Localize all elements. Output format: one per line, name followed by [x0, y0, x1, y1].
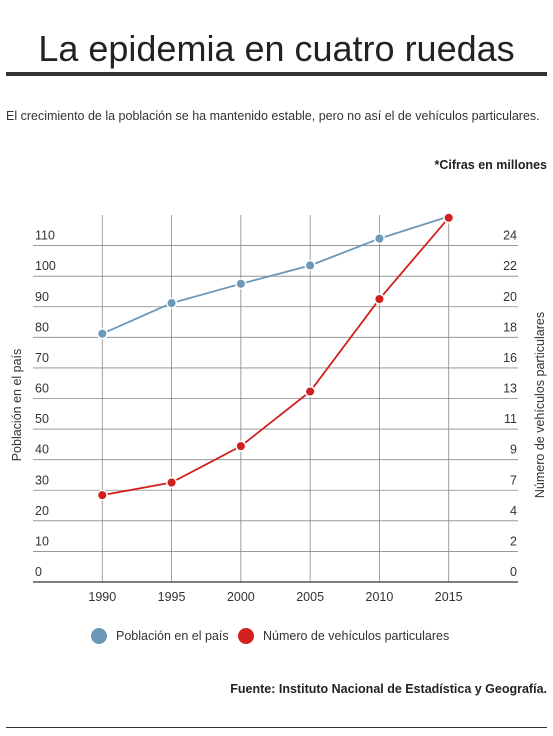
y-tick-label-left: 10 [35, 534, 49, 548]
y-tick-label-left: 100 [35, 259, 56, 273]
bottom-divider [6, 727, 547, 728]
y-tick-label-right: 7 [510, 473, 517, 487]
y-tick-label-right: 4 [510, 504, 517, 518]
y-tick-label-right: 2 [510, 534, 517, 548]
data-point-population [235, 278, 247, 290]
y-tick-label-right: 0 [510, 565, 517, 579]
source-note: Fuente: Instituto Nacional de Estadístic… [230, 682, 547, 696]
x-tick-label: 2005 [296, 590, 324, 604]
data-point-population [96, 328, 108, 340]
y-tick-label-right: 24 [503, 229, 517, 243]
x-tick-label: 1995 [158, 590, 186, 604]
x-tick-label: 2015 [435, 590, 463, 604]
data-point-vehicles [443, 212, 455, 224]
legend-label-population: Población en el país [116, 629, 229, 643]
legend-item-population: Población en el país [91, 628, 229, 644]
y-tick-label-left: 90 [35, 290, 49, 304]
y-tick-label-right: 22 [503, 259, 517, 273]
series-line-population [101, 215, 449, 335]
y-tick-label-right: 20 [503, 290, 517, 304]
title-divider [6, 72, 547, 76]
data-point-vehicles [96, 489, 108, 501]
y-tick-label-right: 11 [504, 412, 517, 426]
chart-subtitle: El crecimiento de la población se ha man… [6, 109, 540, 123]
chart-title: La epidemia en cuatro ruedas [38, 28, 515, 69]
y-tick-label-right: 16 [503, 351, 517, 365]
y-axis-title-left: Población en el país [10, 349, 24, 462]
x-tick-label: 2010 [366, 590, 394, 604]
y-tick-label-left: 0 [35, 565, 42, 579]
legend-item-vehicles: Número de vehículos particulares [238, 628, 449, 644]
data-point-population [373, 232, 385, 245]
data-point-vehicles [304, 385, 316, 398]
data-point-population [166, 297, 178, 309]
y-tick-label-left: 40 [35, 443, 49, 457]
y-tick-label-left: 80 [35, 320, 49, 334]
y-tick-label-right: 9 [510, 443, 517, 457]
legend-label-vehicles: Número de vehículos particulares [263, 629, 450, 643]
series-line-vehicles [102, 217, 450, 497]
data-point-population [304, 259, 316, 272]
y-tick-label-left: 70 [35, 351, 49, 365]
y-tick-label-left: 50 [35, 412, 49, 426]
data-point-vehicles [235, 440, 247, 452]
data-point-vehicles [166, 476, 178, 489]
y-tick-label-left: 60 [35, 382, 49, 396]
y-tick-label-right: 18 [503, 320, 517, 334]
units-note: *Cifras en millones [434, 158, 547, 172]
y-tick-label-left: 30 [35, 473, 49, 487]
x-tick-label: 2000 [227, 590, 255, 604]
y-axis-title-right: Número de vehículos particulares [533, 312, 547, 498]
y-tick-label-right: 13 [503, 382, 517, 396]
legend-marker-population [91, 628, 107, 644]
y-tick-label-left: 20 [35, 504, 49, 518]
y-tick-label-left: 110 [35, 229, 55, 243]
data-point-vehicles [373, 293, 385, 305]
legend-marker-vehicles [238, 628, 254, 644]
x-tick-label: 1990 [88, 590, 116, 604]
